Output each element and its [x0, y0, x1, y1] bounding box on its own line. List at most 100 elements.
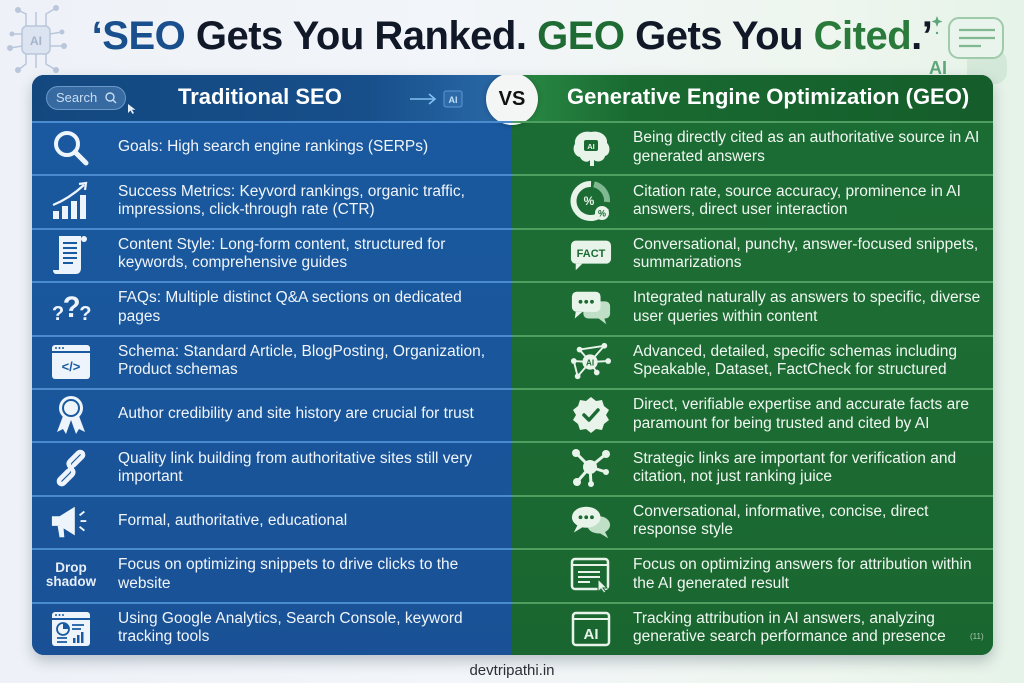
geo-row-text: Conversational, punchy, answer-focused s…: [633, 235, 979, 272]
geo-row-text: Conversational, informative, concise, di…: [633, 502, 929, 539]
geo-row-text: Advanced, detailed, specific schemas inc…: [633, 342, 957, 379]
title-geo-word: GEO: [537, 14, 625, 58]
chain-link-icon: [50, 447, 92, 489]
seo-cell: </> Schema: Standard Article, BlogPostin…: [32, 335, 512, 388]
table-row: Using Google Analytics, Search Console, …: [32, 601, 993, 655]
percent-gauge-icon: %%: [570, 180, 612, 222]
geo-cell: Conversational, informative, concise, di…: [512, 495, 993, 548]
table-row: Author credibility and site history are …: [32, 387, 993, 441]
drop-shadow-label: Drop shadow: [38, 554, 104, 596]
question-marks-icon: ???: [50, 287, 92, 329]
seo-cell: Quality link building from authoritative…: [32, 441, 512, 494]
watermark-mark: (11): [970, 632, 984, 641]
code-window-icon: </>: [50, 341, 92, 383]
verified-badge-icon: [570, 394, 612, 436]
seo-row-text: Schema: Standard Article, BlogPosting, O…: [118, 342, 486, 379]
title-seo-word: SEO: [102, 14, 186, 58]
table-row: Goals: High search engine rankings (SERP…: [32, 121, 993, 174]
award-ribbon-icon: [50, 394, 92, 436]
geo-cell: AI Tracking attribution in AI answers, a…: [512, 602, 993, 655]
table-row: Formal, authoritative, educational Conve…: [32, 494, 993, 548]
geo-cell: AI Being directly cited as an authoritat…: [512, 121, 993, 174]
arrow-to-ai-icon: AI: [410, 90, 463, 108]
table-row: Quality link building from authoritative…: [32, 441, 993, 494]
table-row: Drop shadow Focus on optimizing snippets…: [32, 548, 993, 601]
seo-row-text: Content Style: Long-form content, struct…: [118, 235, 446, 272]
ai-window-icon: AI: [570, 608, 612, 650]
geo-cell: %% Citation rate, source accuracy, promi…: [512, 174, 993, 227]
table-row: </> Schema: Standard Article, BlogPostin…: [32, 334, 993, 388]
ai-chat-bubble-icon: AI: [929, 16, 1007, 84]
page-title: ‘SEO Gets You Ranked. GEO Gets You Cited…: [0, 14, 1024, 59]
svg-text:AI: AI: [449, 95, 458, 105]
svg-text:AI: AI: [586, 358, 594, 367]
svg-text:AI: AI: [584, 626, 599, 643]
drop-label-line1: Drop: [55, 560, 87, 576]
seo-cell: Content Style: Long-form content, struct…: [32, 228, 512, 281]
seo-cell: Author credibility and site history are …: [32, 388, 512, 441]
geo-row-text: Citation rate, source accuracy, prominen…: [633, 182, 961, 219]
seo-row-text: Author credibility and site history are …: [118, 405, 474, 423]
title-part1: Gets You Ranked.: [185, 14, 538, 58]
geo-row-text: Integrated naturally as answers to speci…: [633, 289, 981, 325]
title-close-quote: .’: [911, 14, 933, 58]
search-input[interactable]: Search: [46, 86, 126, 110]
table-header: Search Traditional SEO AI Generative Eng…: [32, 75, 993, 125]
svg-text:?: ?: [52, 303, 64, 325]
seo-cell: Goals: High search engine rankings (SERP…: [32, 121, 512, 174]
svg-text:?: ?: [63, 292, 81, 324]
seo-row-text: Goals: High search engine rankings (SERP…: [118, 138, 429, 156]
seo-header: Search Traditional SEO AI: [32, 75, 512, 121]
geo-row-text: Tracking attribution in AI answers, anal…: [633, 609, 946, 646]
search-placeholder: Search: [56, 90, 98, 105]
network-nodes-icon: [570, 447, 612, 489]
seo-row-text: Formal, authoritative, educational: [118, 512, 348, 530]
ai-chip-circuit-icon: AI: [7, 5, 67, 73]
svg-text:AI: AI: [587, 142, 595, 151]
geo-cell: FACT Conversational, punchy, answer-focu…: [512, 228, 993, 281]
comparison-table: Search Traditional SEO AI Generative Eng…: [32, 75, 993, 655]
seo-cell: Using Google Analytics, Search Console, …: [32, 602, 512, 655]
geo-row-text: Being directly cited as an authoritative…: [633, 129, 980, 165]
seo-row-text: FAQs: Multiple distinct Q&A sections on …: [118, 289, 462, 325]
geo-row-text: Focus on optimizing answers for attribut…: [633, 556, 972, 592]
seo-row-text: Success Metrics: Keyvord rankings, organ…: [118, 182, 465, 219]
ai-brain-icon: AI: [570, 127, 612, 169]
window-cursor-icon: [570, 554, 612, 596]
table-row: Content Style: Long-form content, struct…: [32, 227, 993, 281]
geo-cell: Integrated naturally as answers to speci…: [512, 281, 993, 334]
chat-bubbles-icon: [570, 501, 612, 543]
drop-label-line2: shadow: [45, 574, 97, 590]
search-icon: [105, 92, 117, 104]
svg-text:?: ?: [79, 303, 91, 325]
magnifier-icon: [50, 127, 92, 169]
seo-cell: ??? FAQs: Multiple distinct Q&A sections…: [32, 281, 512, 334]
svg-text:</>: </>: [62, 359, 81, 374]
fact-bubble-icon: FACT: [570, 234, 612, 276]
title-part2: Gets You: [624, 14, 814, 58]
ai-network-icon: AI: [570, 341, 612, 383]
geo-cell: Strategic links are important for verifi…: [512, 441, 993, 494]
table-row: Success Metrics: Keyvord rankings, organ…: [32, 174, 993, 227]
seo-row-text: Using Google Analytics, Search Console, …: [118, 609, 463, 646]
svg-text:AI: AI: [30, 34, 42, 48]
seo-cell: Success Metrics: Keyvord rankings, organ…: [32, 174, 512, 227]
geo-row-text: Direct, verifiable expertise and accurat…: [633, 396, 969, 432]
geo-column-title: Generative Engine Optimization (GEO): [567, 84, 970, 109]
growth-chart-icon: [50, 180, 92, 222]
seo-row-text: Focus on optimizing snippets to drive cl…: [118, 556, 459, 592]
geo-header: [512, 75, 993, 121]
geo-cell: Focus on optimizing answers for attribut…: [512, 548, 993, 601]
table-row: ??? FAQs: Multiple distinct Q&A sections…: [32, 281, 993, 334]
geo-cell: Direct, verifiable expertise and accurat…: [512, 388, 993, 441]
title-cited-word: Cited: [813, 14, 912, 58]
footer-site-link: devtripathi.in: [469, 662, 555, 679]
seo-column-title: Traditional SEO: [178, 84, 342, 109]
analytics-window-icon: [50, 608, 92, 650]
megaphone-icon: [50, 501, 92, 543]
mouse-cursor-icon: [128, 104, 136, 114]
geo-row-text: Strategic links are important for verifi…: [633, 449, 957, 486]
vs-badge: VS: [486, 75, 538, 125]
geo-cell: AI Advanced, detailed, specific schemas …: [512, 335, 993, 388]
svg-text:FACT: FACT: [577, 248, 606, 260]
